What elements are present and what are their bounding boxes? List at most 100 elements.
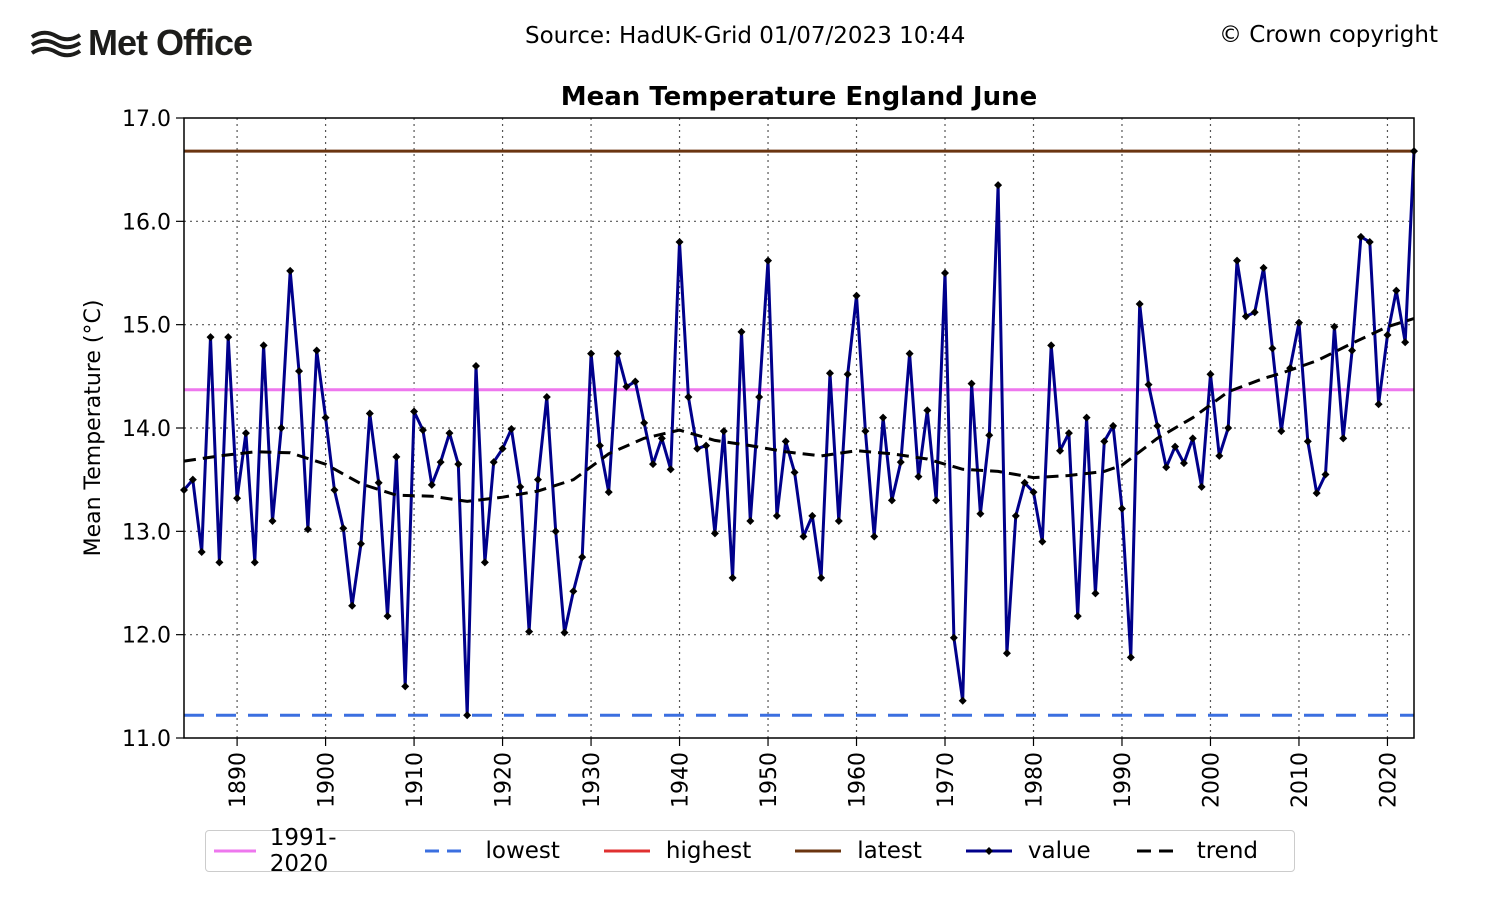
x-tick-label: 1930: [580, 752, 605, 808]
x-tick-label: 1900: [315, 752, 340, 808]
value-point: [755, 393, 764, 401]
x-tick-label: 1970: [934, 752, 959, 808]
value-point: [312, 346, 321, 355]
value-point: [861, 427, 870, 436]
value-point: [657, 434, 666, 443]
value-point: [746, 517, 755, 525]
y-tick-label: 13.0: [122, 520, 171, 545]
value-point: [1188, 434, 1197, 443]
legend-item-lowest: lowest: [415, 838, 595, 864]
x-tick-label: 1910: [403, 752, 428, 808]
logo-text: Met Office: [88, 22, 253, 63]
value-point: [622, 382, 631, 391]
legend-swatch: [425, 849, 470, 853]
value-point: [1259, 263, 1268, 272]
legend-swatch: [1136, 849, 1181, 853]
value-point: [719, 427, 728, 436]
value-point: [772, 511, 781, 520]
legend-label: highest: [665, 838, 752, 864]
value-point: [825, 369, 834, 378]
y-tick-label: 11.0: [122, 727, 171, 752]
value-point: [932, 496, 941, 505]
value-point: [958, 696, 967, 705]
value-point: [1002, 649, 1011, 658]
value-point: [303, 525, 312, 534]
value-point: [1064, 429, 1073, 438]
legend-item-trend: trend: [1127, 838, 1294, 864]
value-point: [1179, 459, 1188, 468]
value-point: [392, 452, 401, 461]
value-point: [781, 437, 790, 446]
legend-swatch: [965, 847, 1012, 855]
value-point: [1162, 463, 1171, 472]
value-point: [516, 482, 525, 491]
legend-item-latest: latest: [787, 838, 958, 864]
y-tick-label: 14.0: [122, 417, 171, 442]
value-point: [578, 553, 587, 562]
value-point: [233, 494, 242, 503]
legend-label: lowest: [485, 838, 560, 864]
value-point: [1091, 589, 1100, 598]
y-tick-label: 15.0: [122, 314, 171, 339]
value-point: [852, 291, 861, 300]
value-point: [817, 573, 826, 582]
value-point: [1215, 451, 1224, 460]
series: [180, 147, 1418, 720]
value-point: [374, 478, 383, 487]
x-tick-label: 1980: [1022, 752, 1047, 808]
legend-item-1991-2020: 1991-2020: [206, 825, 415, 877]
value-point: [799, 532, 808, 541]
value-point: [1277, 427, 1286, 436]
value-point: [356, 539, 365, 548]
value-point: [1171, 442, 1180, 451]
value-point: [542, 393, 551, 401]
value-point: [1197, 482, 1206, 491]
value-point: [1303, 437, 1312, 446]
x-tick-label: 2020: [1376, 752, 1401, 808]
value-point: [410, 407, 419, 416]
value-point: [693, 444, 702, 453]
value-point: [1401, 338, 1410, 347]
value-point: [1224, 424, 1233, 432]
value-series-line: [182, 151, 1416, 717]
value-point: [914, 472, 923, 481]
value-point: [1056, 446, 1065, 455]
value-point: [1047, 341, 1056, 350]
value-point: [463, 711, 472, 720]
value-point: [1339, 434, 1348, 443]
legend-swatch: [214, 849, 256, 853]
value-point: [445, 429, 454, 438]
value-point: [472, 362, 481, 370]
y-tick-label: 12.0: [122, 624, 171, 649]
value-point: [1356, 232, 1365, 241]
value-point: [348, 601, 357, 610]
value-point: [1011, 511, 1020, 520]
value-point: [728, 573, 737, 582]
ticks: 11.0 12.0 13.0 14.0 15.0 16.0 17.0 1890 1900 1910…: [122, 107, 1401, 808]
value-point: [224, 333, 233, 342]
value-point: [259, 341, 268, 350]
value-point: [887, 496, 896, 505]
value-point: [330, 486, 339, 494]
value-point: [197, 548, 206, 556]
value-point: [896, 458, 905, 467]
value-point: [1241, 312, 1250, 321]
value-point: [1144, 380, 1153, 389]
legend-swatch: [603, 849, 650, 853]
legend-label: 1991-2020: [269, 825, 337, 877]
value-point: [648, 460, 657, 469]
value-point: [1082, 413, 1091, 422]
value-point: [1100, 437, 1109, 446]
value-point: [295, 367, 304, 376]
value-point: [436, 458, 445, 467]
legend-item-highest: highest: [596, 838, 787, 864]
value-point: [268, 517, 277, 525]
y-axis-label: Mean Temperature (°C): [81, 300, 106, 557]
value-point: [1029, 488, 1038, 497]
value-point: [188, 475, 197, 484]
value-point: [976, 509, 985, 518]
value-point: [613, 349, 622, 358]
chart-title: Mean Temperature England June: [561, 82, 1038, 112]
value-point: [702, 441, 711, 450]
